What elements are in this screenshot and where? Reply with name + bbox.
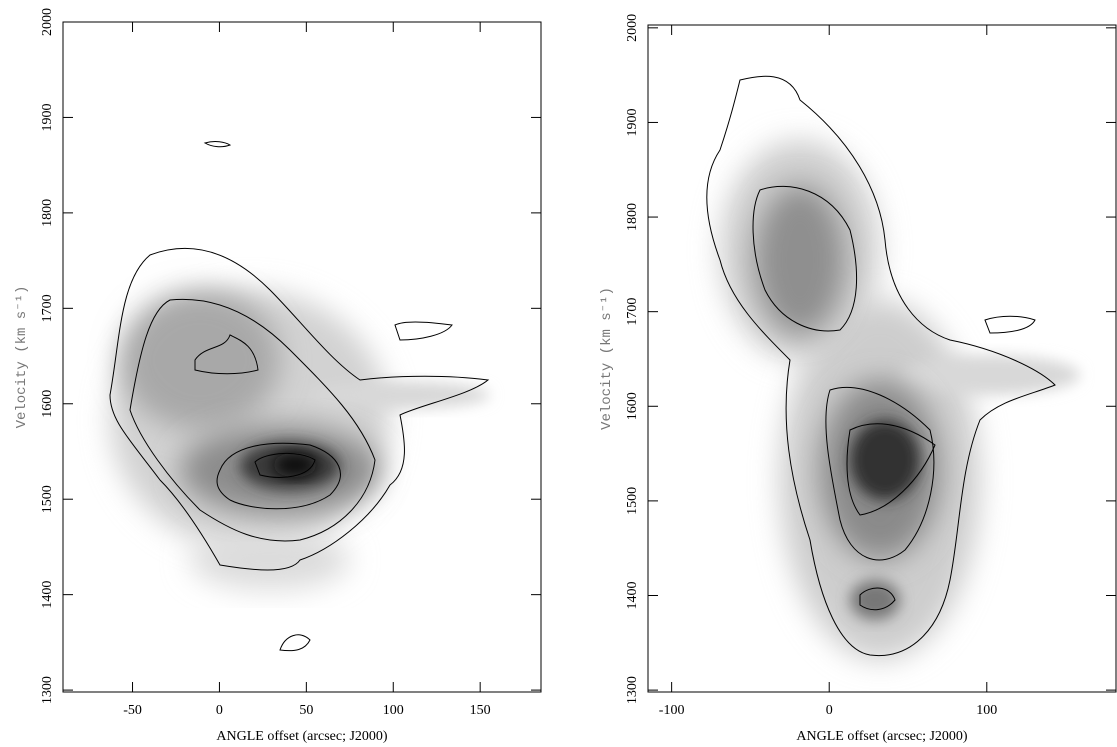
y-tick-label: 1700 — [40, 294, 55, 322]
y-tick-label: 1800 — [625, 203, 640, 231]
y-tick-label: 1500 — [40, 485, 55, 513]
y-tick-label: 1400 — [625, 581, 640, 609]
y-tick-label: 1300 — [625, 676, 640, 704]
x-tick-label: -50 — [123, 703, 142, 718]
x-tick-label: 50 — [299, 703, 313, 718]
x-axis-label: ANGLE offset (arcsec; J2000) — [796, 729, 968, 744]
y-tick-label: 1800 — [40, 199, 55, 227]
x-axis-label: ANGLE offset (arcsec; J2000) — [216, 729, 388, 744]
x-tick-label: 100 — [383, 703, 404, 718]
y-axis-label: Velocity (km s⁻¹) — [599, 287, 615, 430]
plot-frame — [647, 24, 1117, 693]
y-tick-label: 2000 — [625, 14, 640, 42]
x-tick-label: 100 — [976, 703, 997, 718]
y-axis-label: Velocity (km s⁻¹) — [14, 286, 30, 429]
y-tick-label: 1700 — [625, 298, 640, 326]
y-tick-label: 1400 — [40, 581, 55, 609]
y-tick-label: 1600 — [625, 392, 640, 420]
x-tick-label: 150 — [470, 703, 491, 718]
intensity-map — [109, 141, 490, 652]
intensity-map — [706, 75, 1080, 660]
y-tick-label: 1300 — [40, 676, 55, 704]
y-tick-label: 2000 — [40, 8, 55, 36]
y-tick-label: 1900 — [40, 103, 55, 131]
x-tick-label: 0 — [216, 703, 223, 718]
x-tick-label: 0 — [826, 703, 833, 718]
y-tick-label: 1500 — [625, 487, 640, 515]
x-tick-label: -100 — [659, 703, 685, 718]
y-tick-label: 1600 — [40, 390, 55, 418]
y-tick-label: 1900 — [625, 108, 640, 136]
plot-frame — [62, 21, 542, 693]
